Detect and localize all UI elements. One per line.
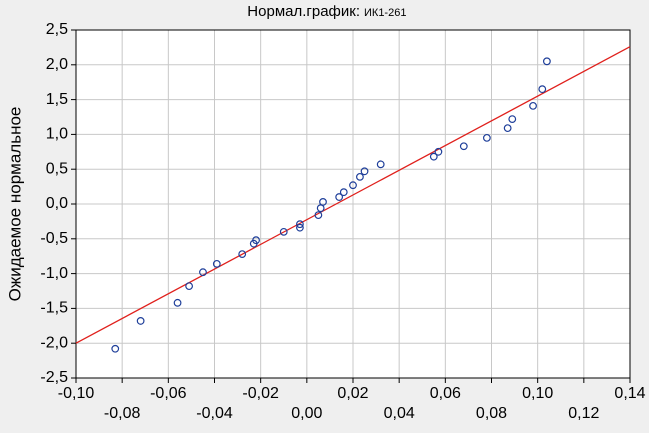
y-tick-label: -1,0: [40, 265, 68, 282]
x-tick-label: 0,08: [476, 405, 507, 422]
x-tick-label: -0,04: [196, 405, 233, 422]
data-point: [296, 220, 304, 229]
x-tick-label: 0,12: [568, 405, 599, 422]
chart-title: Нормал.график:: [247, 3, 360, 20]
plot-frame: [75, 29, 631, 379]
data-point: [314, 211, 323, 220]
y-tick-label: 2,0: [46, 56, 68, 73]
x-tick-label: 0,14: [614, 385, 645, 402]
y-tick-label: 2,5: [46, 21, 68, 38]
data-point: [238, 250, 247, 259]
data-point: [199, 268, 207, 277]
data-point: [529, 101, 537, 110]
data-point: [356, 172, 364, 181]
data-point: [482, 133, 491, 142]
x-tick-label: 0,06: [430, 385, 461, 402]
x-tick-label: 0,04: [384, 405, 415, 422]
data-point: [429, 152, 438, 161]
data-point: [376, 160, 385, 169]
y-tick-label: 1,0: [46, 126, 68, 143]
data-point: [335, 193, 344, 201]
data-point: [111, 344, 120, 353]
x-tick-label: -0,08: [104, 405, 141, 422]
y-tick-label: -0,5: [40, 230, 68, 247]
y-tick-label: -2,0: [40, 334, 68, 351]
x-tick-label: -0,06: [150, 385, 187, 402]
x-tick-label: 0,10: [522, 385, 553, 402]
data-point: [185, 282, 194, 291]
data-point: [296, 223, 304, 232]
y-tick-label: -2,5: [40, 369, 68, 386]
x-tick-label: -0,10: [58, 385, 95, 402]
x-tick-label: -0,02: [242, 385, 279, 402]
variable-name: ИК1-261: [364, 7, 406, 19]
y-tick-label: 0,5: [46, 160, 68, 177]
data-point: [459, 142, 468, 151]
data-point: [434, 147, 443, 156]
data-point: [319, 198, 327, 206]
data-point: [279, 227, 288, 236]
y-tick-label: 1,5: [46, 91, 68, 108]
data-point: [252, 236, 260, 245]
y-axis-label: Ожидаемое нормальное: [5, 107, 24, 302]
data-point: [173, 298, 182, 307]
data-point: [503, 124, 512, 133]
fit-line: [75, 46, 631, 344]
y-tick-label: -1,5: [40, 300, 68, 317]
x-tick-label: 0,02: [337, 385, 368, 402]
data-point: [339, 188, 348, 197]
data-point: [136, 317, 145, 325]
data-point: [360, 167, 369, 176]
data-point: [543, 57, 551, 66]
data-point: [508, 115, 517, 123]
data-point: [538, 85, 547, 94]
y-tick-label: 0,0: [46, 195, 68, 212]
data-point: [212, 259, 221, 268]
x-tick-label: 0,00: [291, 405, 322, 422]
data-point: [349, 181, 357, 190]
